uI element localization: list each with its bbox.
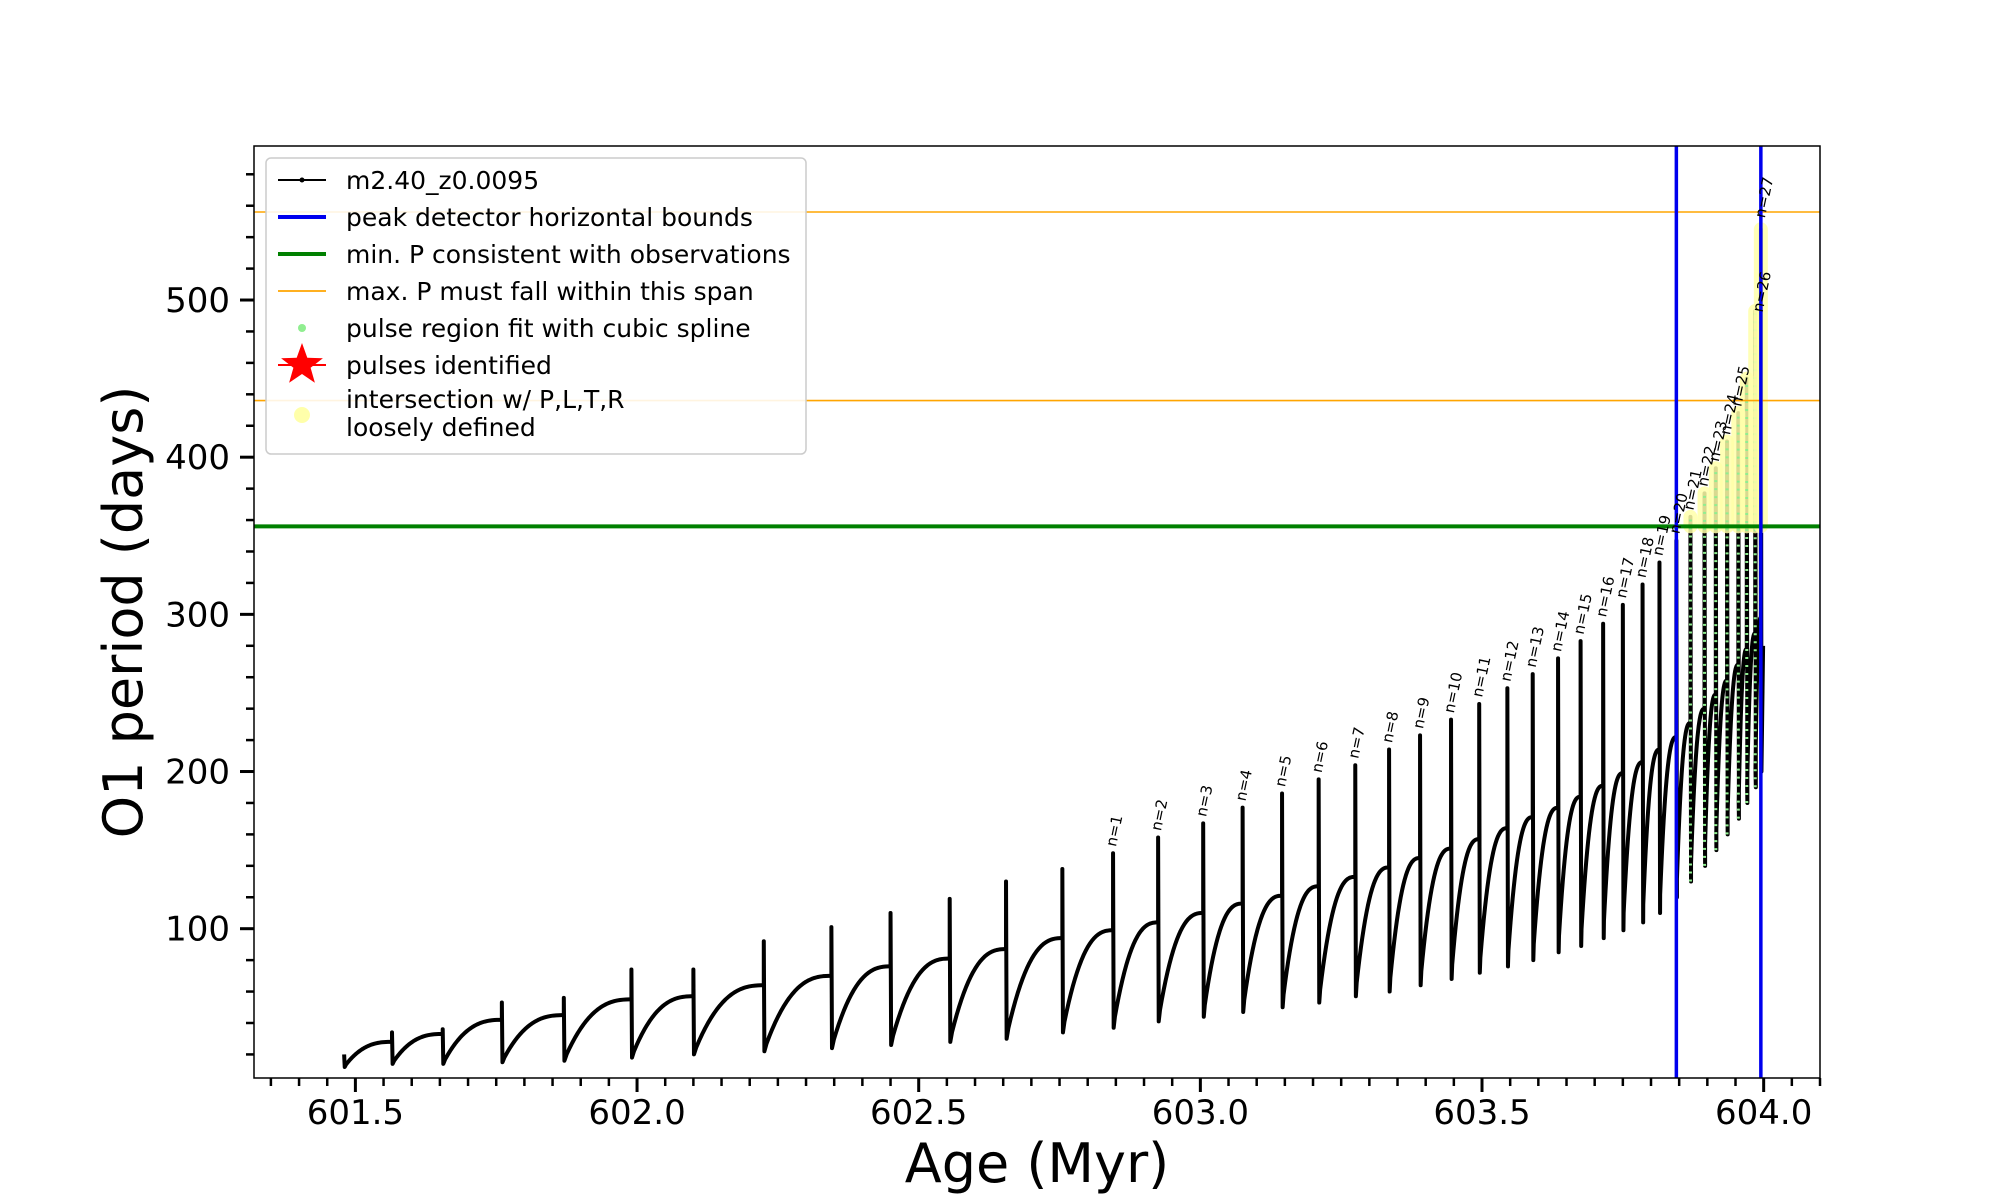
y-tick-label: 300: [165, 595, 230, 635]
y-tick-label: 500: [165, 281, 230, 321]
legend-label: peak detector horizontal bounds: [346, 203, 753, 232]
plot-content: n=1 n=2 n=3 n=4 n=5 n=6 n=7 n=8 n=9 n=10 n=11 n=12 n…: [254, 146, 1820, 1078]
x-axis-label: Age (Myr): [905, 1132, 1170, 1195]
legend-box: [265, 157, 807, 455]
legend-marker-star: [281, 343, 323, 383]
legend-label: pulse region fit with cubic spline: [346, 314, 751, 343]
y-axis-label: O1 period (days): [92, 386, 155, 839]
y-tick-label: 400: [165, 438, 230, 478]
legend-label: max. P must fall within this span: [346, 277, 754, 306]
x-tick-label: 603.0: [1152, 1093, 1249, 1133]
legend-label: m2.40_z0.0095: [346, 166, 539, 195]
legend-marker-circle: [294, 407, 310, 423]
legend-label: intersection w/ P,L,T,R loosely defined: [346, 385, 625, 442]
x-tick-label: 602.5: [870, 1093, 967, 1133]
legend-marker-dot: [298, 324, 306, 332]
x-tick-label: 602.0: [588, 1093, 685, 1133]
x-tick-label: 604.0: [1715, 1093, 1812, 1133]
y-tick-label: 200: [165, 753, 230, 793]
x-tick-label: 603.5: [1433, 1093, 1530, 1133]
y-tick-label: 100: [165, 910, 230, 950]
legend-label: min. P consistent with observations: [346, 240, 791, 269]
legend-marker-series-dot: [299, 177, 305, 183]
axes-layer: 601.5 602.0 602.5 603.0 603.5 604.0 100 200 300 4…: [165, 173, 1822, 1133]
plot-frame: [253, 145, 1821, 1079]
period-curve: [342, 227, 1766, 1069]
x-tick-label: 601.5: [307, 1093, 404, 1133]
legend-label: pulses identified: [346, 351, 552, 380]
